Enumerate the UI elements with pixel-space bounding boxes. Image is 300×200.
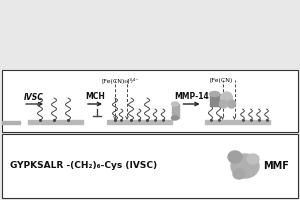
Circle shape (220, 92, 232, 104)
Bar (28, 120, 83, 124)
Bar (2, 134, 298, 198)
Ellipse shape (233, 169, 245, 179)
Text: MMF: MMF (263, 161, 289, 171)
Ellipse shape (172, 116, 178, 120)
Ellipse shape (209, 92, 220, 97)
Text: GYPKSALR -(CH₂)₆-Cys (IVSC): GYPKSALR -(CH₂)₆-Cys (IVSC) (10, 162, 157, 170)
Bar (205, 120, 269, 124)
Text: IVSC: IVSC (24, 93, 44, 102)
Ellipse shape (231, 154, 259, 178)
Bar (2, 70, 298, 132)
Bar (172, 104, 178, 118)
Bar (107, 120, 172, 124)
Bar (2, 121, 20, 124)
Text: [Fe(CN)₆]³⁄⁴⁻: [Fe(CN)₆]³⁄⁴⁻ (102, 78, 140, 84)
Text: MCH: MCH (85, 92, 105, 101)
Ellipse shape (228, 151, 242, 163)
Ellipse shape (247, 154, 259, 164)
Circle shape (227, 100, 236, 108)
Bar (209, 94, 220, 106)
Ellipse shape (172, 102, 178, 106)
Circle shape (220, 100, 227, 108)
Text: [Fe(CN): [Fe(CN) (209, 78, 233, 83)
Text: MMP-14: MMP-14 (174, 92, 209, 101)
